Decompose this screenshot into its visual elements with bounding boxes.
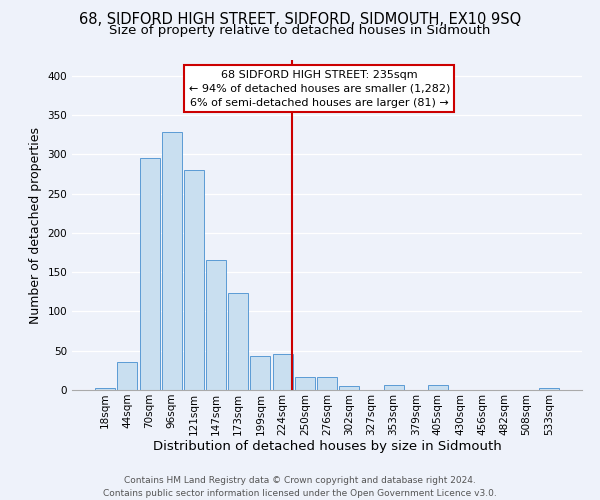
Text: Size of property relative to detached houses in Sidmouth: Size of property relative to detached ho… (109, 24, 491, 37)
Bar (317, 376, 337, 390)
Bar (250, 356, 271, 390)
Bar (339, 386, 359, 390)
Text: Contains HM Land Registry data © Crown copyright and database right 2024.
Contai: Contains HM Land Registry data © Crown c… (103, 476, 497, 498)
Bar (272, 354, 293, 390)
Bar (295, 378, 315, 390)
Bar (539, 388, 559, 390)
Bar (162, 132, 182, 390)
X-axis label: Distribution of detached houses by size in Sidmouth: Distribution of detached houses by size … (152, 440, 502, 454)
Bar (184, 170, 204, 390)
Bar (118, 362, 137, 390)
Bar (428, 386, 448, 390)
Bar (140, 158, 160, 390)
Bar (206, 260, 226, 390)
Text: 68 SIDFORD HIGH STREET: 235sqm
← 94% of detached houses are smaller (1,282)
6% o: 68 SIDFORD HIGH STREET: 235sqm ← 94% of … (188, 70, 450, 108)
Y-axis label: Number of detached properties: Number of detached properties (29, 126, 42, 324)
Bar (95, 388, 115, 390)
Bar (228, 294, 248, 390)
Text: 68, SIDFORD HIGH STREET, SIDFORD, SIDMOUTH, EX10 9SQ: 68, SIDFORD HIGH STREET, SIDFORD, SIDMOU… (79, 12, 521, 28)
Bar (383, 384, 404, 390)
